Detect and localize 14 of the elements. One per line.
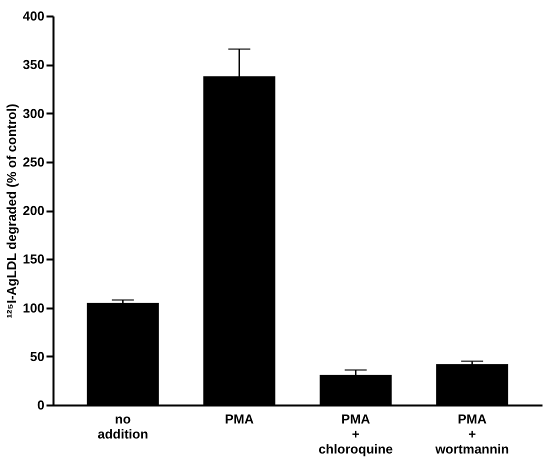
- y-tick-label: 150: [22, 252, 44, 267]
- y-tick-label: 0: [37, 398, 44, 412]
- y-tick-label: 350: [22, 57, 44, 72]
- x-tick-label: PMA: [224, 412, 254, 426]
- y-axis-title: ¹²⁵I-AgLDL degraded (% of control): [4, 104, 19, 318]
- y-tick-label: 300: [22, 106, 44, 121]
- y-tick-label: 50: [30, 348, 44, 364]
- x-tick-label: PMA + wortmannin: [434, 412, 510, 456]
- x-tick-label: no addition: [98, 412, 148, 442]
- y-tick-label: 100: [22, 300, 44, 316]
- y-tick-label: 400: [22, 8, 44, 24]
- x-tick-label: PMA + chloroquine: [318, 412, 393, 456]
- y-tick-label: 200: [22, 203, 44, 218]
- y-tick-label: 250: [22, 154, 44, 170]
